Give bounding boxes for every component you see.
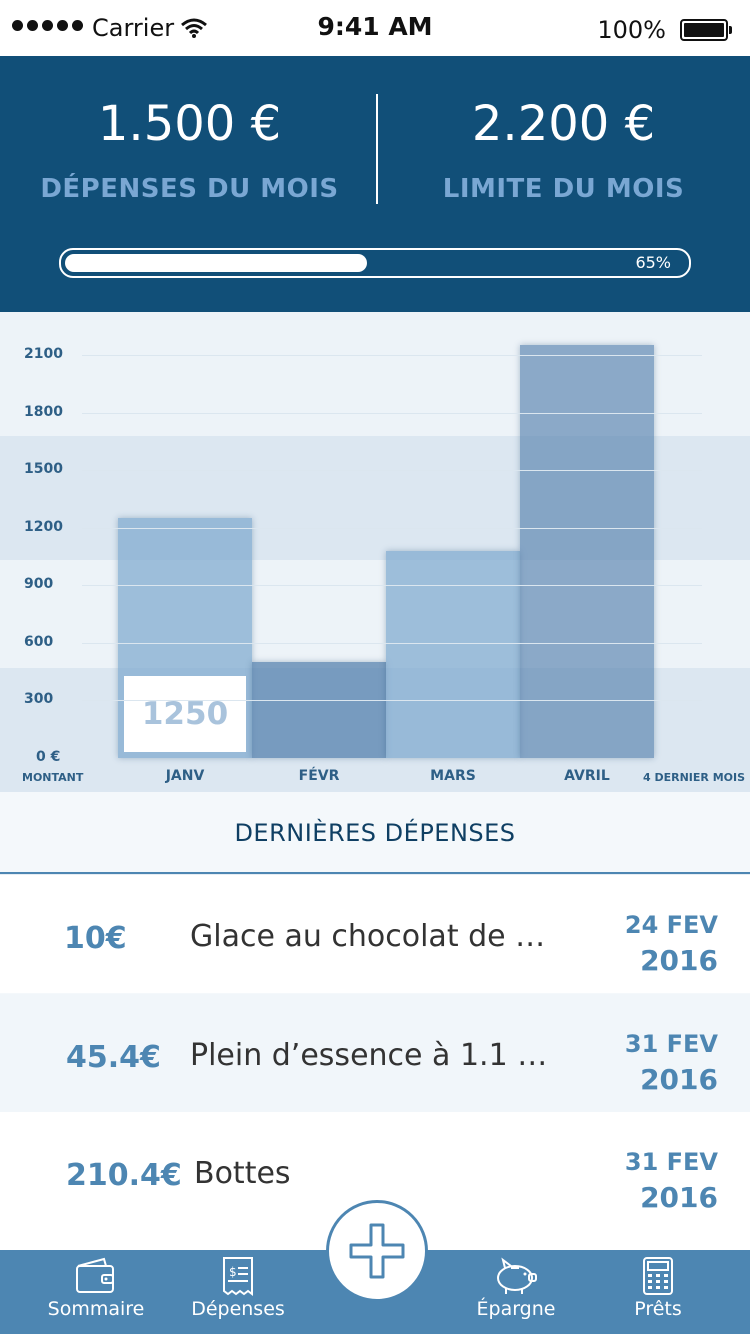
spent-label: DÉPENSES DU MOIS — [40, 174, 339, 204]
limit-amount: 2.200 € — [471, 96, 656, 152]
tab-label: Prêts — [634, 1298, 682, 1320]
plus-icon — [349, 1223, 405, 1279]
expense-date-day: 31 FEV — [624, 1148, 718, 1176]
y-tick-label: 1800 — [24, 403, 63, 420]
tab-label: Sommaire — [47, 1298, 145, 1320]
x-axis-title: 4 DERNIER MOIS — [643, 771, 746, 784]
status-bar: Carrier 9:41 AM 100% — [0, 0, 750, 56]
progress-percent: 65% — [635, 253, 671, 272]
tab-depenses[interactable]: $ Dépenses — [178, 1256, 298, 1320]
bar-value-label: 1250 — [124, 676, 246, 752]
monthly-spent: 1.500 € DÉPENSES DU MOIS — [2, 96, 377, 204]
spent-amount: 1.500 € — [97, 96, 282, 152]
expense-amount: 10€ — [64, 921, 127, 956]
grid-line — [82, 642, 702, 644]
calculator-icon — [643, 1257, 673, 1295]
grid-line — [82, 412, 702, 414]
expense-date: 31 FEV 2016 — [598, 1026, 718, 1098]
grid-line — [82, 470, 702, 472]
x-tick-label: MARS — [430, 768, 476, 784]
expense-date-day: 31 FEV — [624, 1030, 718, 1058]
y-tick-label: 1500 — [24, 461, 63, 478]
expense-date-year: 2016 — [640, 944, 718, 977]
y-tick-label: 1200 — [24, 518, 63, 535]
expense-date-year: 2016 — [640, 1181, 718, 1214]
y-tick-label: 2100 — [24, 346, 63, 362]
grid-line — [82, 527, 702, 529]
add-expense-button[interactable] — [326, 1200, 428, 1302]
monthly-spending-chart: 1250 MONTANT 4 DERNIER MOIS 0 € 300 600 900… — [0, 312, 750, 794]
grid-line — [82, 355, 702, 356]
tab-label: Épargne — [476, 1298, 556, 1320]
grid-line — [82, 585, 702, 587]
wallet-icon — [76, 1257, 114, 1293]
summary-divider — [376, 94, 378, 204]
tab-label: Dépenses — [191, 1298, 285, 1320]
tab-epargne[interactable]: Épargne — [456, 1256, 576, 1320]
y-tick-label: 300 — [24, 691, 54, 708]
expense-description: Plein d’essence à 1.1 … — [190, 1038, 548, 1073]
expense-date: 31 FEV 2016 — [598, 1144, 718, 1216]
tab-sommaire[interactable]: Sommaire — [36, 1256, 156, 1320]
expense-amount: 45.4€ — [66, 1040, 161, 1075]
expense-date-day: 24 FEV — [624, 911, 718, 939]
y-tick-label: 900 — [24, 576, 54, 593]
progress-fill — [65, 254, 368, 272]
recent-expenses-title: DERNIÈRES DÉPENSES — [0, 792, 750, 874]
x-tick-label: FÉVR — [298, 768, 340, 784]
y-tick-label: 0 € — [36, 749, 61, 765]
svg-text:$: $ — [229, 1265, 237, 1279]
x-tick-label: AVRIL — [564, 768, 610, 784]
battery-icon — [680, 19, 732, 41]
tab-prets[interactable]: Prêts — [598, 1256, 718, 1320]
bar-mars[interactable] — [386, 550, 520, 758]
expense-description: Glace au chocolat de … — [190, 919, 546, 954]
expense-row[interactable]: 10€ Glace au chocolat de … 24 FEV 2016 — [0, 874, 750, 993]
clock: 9:41 AM — [317, 12, 433, 41]
budget-progress-bar: 65% — [59, 248, 691, 278]
expense-date-year: 2016 — [640, 1063, 718, 1096]
x-tick-label: JANV — [165, 768, 205, 784]
receipt-icon: $ — [223, 1257, 253, 1296]
y-axis-title: MONTANT — [22, 771, 84, 784]
expense-amount: 210.4€ — [66, 1158, 182, 1193]
expense-description: Bottes — [194, 1156, 291, 1191]
piggy-bank-icon — [497, 1257, 537, 1294]
bar-févr[interactable] — [252, 662, 386, 758]
expense-date: 24 FEV 2016 — [598, 907, 718, 979]
grid-line — [82, 700, 702, 702]
wifi-icon — [181, 18, 207, 38]
y-tick-label: 600 — [24, 633, 54, 650]
carrier-name: Carrier — [92, 14, 175, 42]
bar-avril[interactable] — [520, 345, 654, 758]
monthly-summary: 1.500 € DÉPENSES DU MOIS 2.200 € LIMITE … — [0, 56, 750, 312]
battery-percent: 100% — [597, 16, 666, 44]
limit-label: LIMITE DU MOIS — [442, 174, 685, 204]
monthly-limit: 2.200 € LIMITE DU MOIS — [376, 96, 750, 204]
signal-strength-icon — [12, 20, 83, 31]
expense-row[interactable]: 45.4€ Plein d’essence à 1.1 … 31 FEV 201… — [0, 994, 750, 1112]
